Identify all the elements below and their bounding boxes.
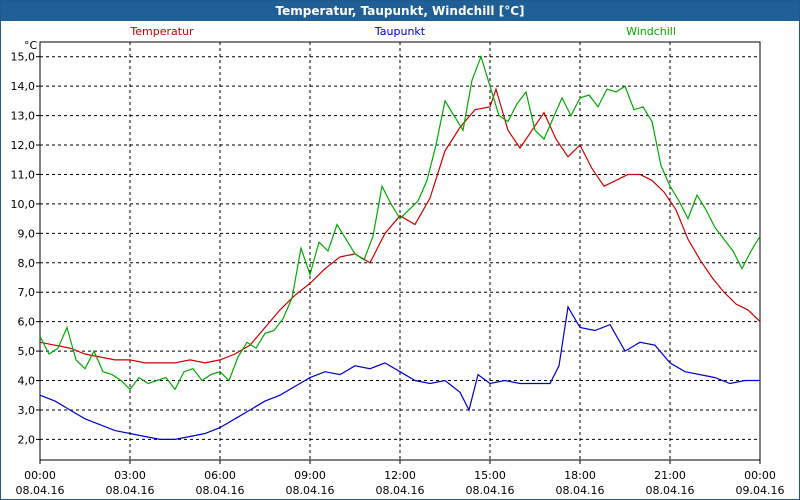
x-tick-time: 09:00 — [294, 469, 326, 482]
x-tick-date: 08.04.16 — [376, 484, 425, 497]
y-axis: 2,0 3,0 4,0 5,0 6,0 7,0 8,0 9,0 10,0 11,0 12,0 13,0… — [11, 51, 40, 446]
series-line-taupunkt — [39, 305, 760, 440]
series-line-windchill — [39, 54, 761, 391]
legend: Temperatur Taupunkt Windchill — [129, 25, 676, 38]
y-tick-label: 4,0 — [18, 375, 36, 388]
legend-windchill: Windchill — [626, 25, 676, 38]
legend-temperatur: Temperatur — [129, 25, 194, 38]
x-tick-date: 08.04.16 — [466, 484, 515, 497]
x-tick-time: 21:00 — [654, 469, 686, 482]
x-axis: 00:00 08.04.16 03:00 08.04.16 06:00 08.04.16 0… — [16, 460, 785, 497]
series-line-temperatur — [39, 87, 761, 364]
x-tick-date: 09.04.16 — [736, 484, 785, 497]
x-tick-time: 15:00 — [474, 469, 506, 482]
x-tick-time: 06:00 — [204, 469, 236, 482]
y-tick-label: 12,0 — [11, 139, 36, 152]
chart-title: Temperatur, Taupunkt, Windchill [°C] — [1, 1, 799, 21]
y-tick-label: 3,0 — [18, 404, 36, 417]
x-tick-time: 12:00 — [384, 469, 416, 482]
x-tick-time: 18:00 — [564, 469, 596, 482]
series-lines — [39, 54, 761, 440]
y-tick-label: 6,0 — [18, 316, 36, 329]
x-tick-date: 08.04.16 — [286, 484, 335, 497]
y-tick-label: 9,0 — [18, 227, 36, 240]
x-tick-date: 08.04.16 — [16, 484, 65, 497]
y-tick-label: 11,0 — [11, 168, 36, 181]
y-tick-label: 14,0 — [11, 80, 36, 93]
x-tick-time: 00:00 — [744, 469, 776, 482]
y-tick-label: 5,0 — [18, 345, 36, 358]
y-tick-label: 8,0 — [18, 257, 36, 270]
x-tick-date: 08.04.16 — [556, 484, 605, 497]
y-tick-label: 2,0 — [18, 433, 36, 446]
x-tick-time: 03:00 — [114, 469, 146, 482]
y-tick-label: 13,0 — [11, 110, 36, 123]
legend-taupunkt: Taupunkt — [374, 25, 426, 38]
x-tick-date: 08.04.16 — [196, 484, 245, 497]
x-tick-date: 08.04.16 — [646, 484, 695, 497]
grid — [40, 42, 760, 460]
y-tick-label: 15,0 — [11, 51, 36, 64]
x-tick-time: 00:00 — [24, 469, 56, 482]
x-tick-date: 08.04.16 — [106, 484, 155, 497]
y-tick-label: 10,0 — [11, 198, 36, 211]
y-tick-label: 7,0 — [18, 286, 36, 299]
y-axis-label: °C — [24, 39, 38, 52]
